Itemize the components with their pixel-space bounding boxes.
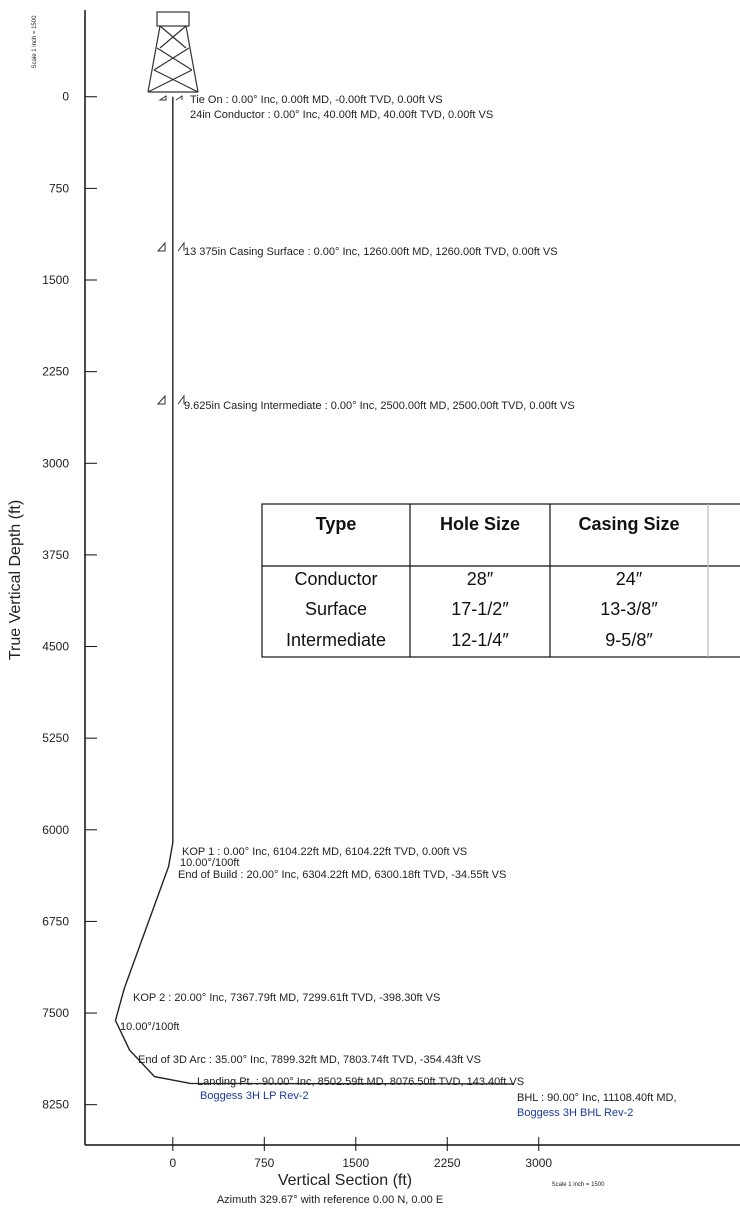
y-tick-label: 6750: [42, 914, 69, 928]
table-header: Type: [316, 514, 357, 534]
annotation: Boggess 3H LP Rev-2: [200, 1090, 309, 1102]
x-tick-label: 1500: [342, 1156, 369, 1170]
annotation: Landing Pt. : 90.00° Inc, 8502.59ft MD, …: [197, 1076, 524, 1088]
annotation: 10.00°/100ft: [120, 1021, 179, 1033]
y-tick-label: 8250: [42, 1098, 69, 1112]
x-axis-title: Vertical Section (ft): [278, 1172, 412, 1189]
y-tick-label: 4500: [42, 640, 69, 654]
scale-note: Scale 1 inch = 1500: [32, 15, 38, 69]
annotation: BHL : 90.00° Inc, 11108.40ft MD,: [517, 1092, 677, 1104]
x-tick-label: 0: [169, 1156, 176, 1170]
table-header: Casing Size: [578, 514, 679, 534]
y-tick-label: 3000: [42, 456, 69, 470]
annotation: 9.625in Casing Intermediate : 0.00° Inc,…: [184, 400, 575, 412]
annotation: 24in Conductor : 0.00° Inc, 40.00ft MD, …: [190, 109, 493, 121]
y-tick-label: 750: [49, 181, 69, 195]
table-cell: Conductor: [294, 569, 377, 589]
table-cell: 9-5/8″: [605, 630, 653, 650]
y-tick-label: 6000: [42, 823, 69, 837]
table-cell: 12-1/4″: [451, 630, 509, 650]
subtitle: Azimuth 329.67° with reference 0.00 N, 0…: [217, 1194, 443, 1206]
x-tick-label: 750: [254, 1156, 274, 1170]
table-cell: 24″: [616, 569, 643, 589]
y-tick-label: 1500: [42, 273, 69, 287]
table-cell: Surface: [305, 599, 367, 619]
well-plot: True Vertical Depth (ft) Vertical Sectio…: [0, 0, 740, 1209]
table-cell: Intermediate: [286, 630, 386, 650]
annotation: KOP 2 : 20.00° Inc, 7367.79ft MD, 7299.6…: [133, 992, 440, 1004]
well-path: [115, 97, 514, 1084]
annotation: 13 375in Casing Surface : 0.00° Inc, 126…: [184, 246, 558, 258]
table-cell: 17-1/2″: [451, 599, 509, 619]
table-header: Hole Size: [440, 514, 520, 534]
x-tick-label: 2250: [434, 1156, 461, 1170]
y-tick-label: 2250: [42, 365, 69, 379]
y-tick-label: 0: [62, 90, 69, 104]
derrick: [148, 12, 198, 92]
annotation: Boggess 3H BHL Rev-2: [517, 1107, 633, 1119]
y-tick-label: 3750: [42, 548, 69, 562]
scale-note: Scale 1 inch = 1500: [552, 1182, 606, 1188]
y-tick-label: 7500: [42, 1006, 69, 1020]
x-tick-label: 3000: [525, 1156, 552, 1170]
casing-markers: [158, 96, 184, 404]
table-cell: 13-3/8″: [600, 599, 658, 619]
annotation: Tie On : 0.00° Inc, 0.00ft MD, -0.00ft T…: [190, 94, 443, 106]
table-cell: 28″: [467, 569, 494, 589]
y-axis-title: True Vertical Depth (ft): [7, 500, 24, 660]
annotation: 10.00°/100ft: [180, 857, 239, 869]
annotation: End of Build : 20.00° Inc, 6304.22ft MD,…: [178, 869, 506, 881]
annotation: End of 3D Arc : 35.00° Inc, 7899.32ft MD…: [138, 1054, 481, 1066]
y-tick-label: 5250: [42, 731, 69, 745]
